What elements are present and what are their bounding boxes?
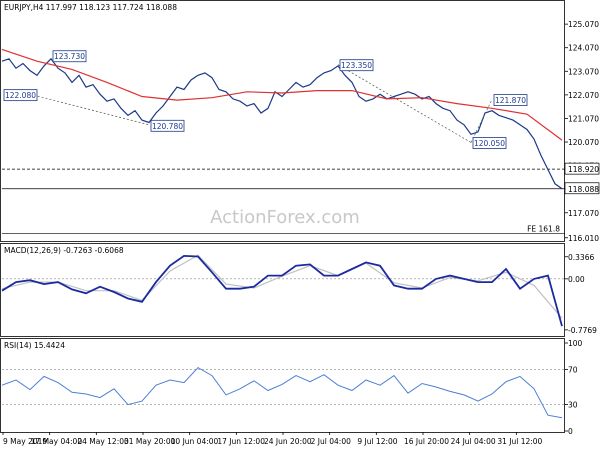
rsi-layer (1, 366, 565, 419)
price-y-tick-label: 122.070 (568, 91, 599, 100)
x-tick-label: 24 Jun 20:00 (264, 437, 312, 446)
x-tick-label: 31 Jul 12:00 (497, 437, 542, 446)
ma-series-line (1, 48, 563, 141)
price-series-line (1, 57, 563, 190)
x-tick-label: 9 Jul 12:00 (357, 437, 397, 446)
price-tag-box (564, 162, 600, 175)
projection-line (29, 93, 150, 126)
fe-label: FE 161.8 (527, 224, 560, 233)
price-y-tick-label: 123.070 (568, 67, 599, 76)
rsi-y-tick-label: 70 (568, 365, 578, 374)
projection-line (337, 64, 472, 143)
price-layer: FE 161.8 123.730 122.080 120.780 123.350 121.… (1, 48, 565, 234)
macd-signal-line (1, 254, 563, 319)
rsi-line (1, 366, 563, 419)
price-y-tick-label: 124.070 (568, 44, 599, 53)
price-tag-label: 118.088 (568, 185, 599, 194)
rsi-y-tick-label: 100 (568, 339, 583, 348)
axis-layer: 125.070 124.070 123.070 122.070 121.070 120.0… (2, 20, 600, 446)
x-tick-label: 24 May 12:00 (77, 437, 129, 446)
price-callout-box (150, 119, 185, 132)
price-y-tick-label: 120.070 (568, 138, 599, 147)
price-tag-label: 118.920 (568, 165, 599, 174)
price-callout-box (3, 89, 38, 102)
price-panel-frame (0, 0, 565, 242)
macd-y-tick-label: -0.7769 (568, 326, 597, 335)
x-tick-label: 16 Jul 20:00 (404, 437, 449, 446)
price-y-tick-label: 125.070 (568, 20, 599, 29)
macd-y-tick-label: 0.00 (568, 275, 585, 284)
rsi-y-tick-label: 30 (568, 401, 578, 410)
price-panel-title: EURJPY,H4 117.997 118.123 117.724 118.08… (4, 3, 177, 12)
x-tick-label: 2 Jul 04:00 (311, 437, 351, 446)
price-callout-label: 121.870 (495, 96, 526, 105)
price-callout-label: 123.350 (341, 61, 372, 70)
x-tick-label: 17 May 04:00 (31, 437, 83, 446)
price-callout-box (472, 137, 507, 149)
x-tick-label: 31 May 20:00 (124, 437, 176, 446)
price-callout-label: 120.050 (474, 139, 505, 148)
price-y-tick-label: 117.070 (568, 209, 599, 218)
rsi-panel-frame (0, 338, 565, 433)
x-tick-label: 10 Jun 04:00 (171, 437, 219, 446)
price-callout-label: 120.780 (152, 122, 183, 131)
price-tag-box (564, 182, 600, 195)
price-callout-label: 122.080 (5, 91, 36, 100)
macd-layer (1, 254, 565, 327)
rsi-panel-title: RSI(14) 15.4424 (4, 341, 65, 350)
x-tick-label: 17 Jun 12:00 (217, 437, 265, 446)
price-callout-box (52, 50, 87, 63)
macd-panel-title: MACD(12,26,9) -0.7263 -0.6068 (4, 246, 124, 255)
watermark: ActionForex.com (210, 207, 360, 228)
price-callout-box (493, 94, 528, 106)
price-y-tick-label: 116.010 (568, 234, 599, 243)
price-callout-label: 123.730 (54, 52, 85, 61)
price-y-tick-label: 121.070 (568, 114, 599, 123)
price-callout-box (339, 59, 374, 72)
rsi-y-tick-label: 0 (568, 427, 573, 436)
x-tick-label: 9 May 2019 (3, 437, 47, 446)
macd-line (1, 254, 563, 327)
macd-panel-frame (0, 243, 565, 337)
x-tick-label: 24 Jul 04:00 (451, 437, 496, 446)
macd-y-tick-label: 0.3366 (568, 253, 594, 262)
